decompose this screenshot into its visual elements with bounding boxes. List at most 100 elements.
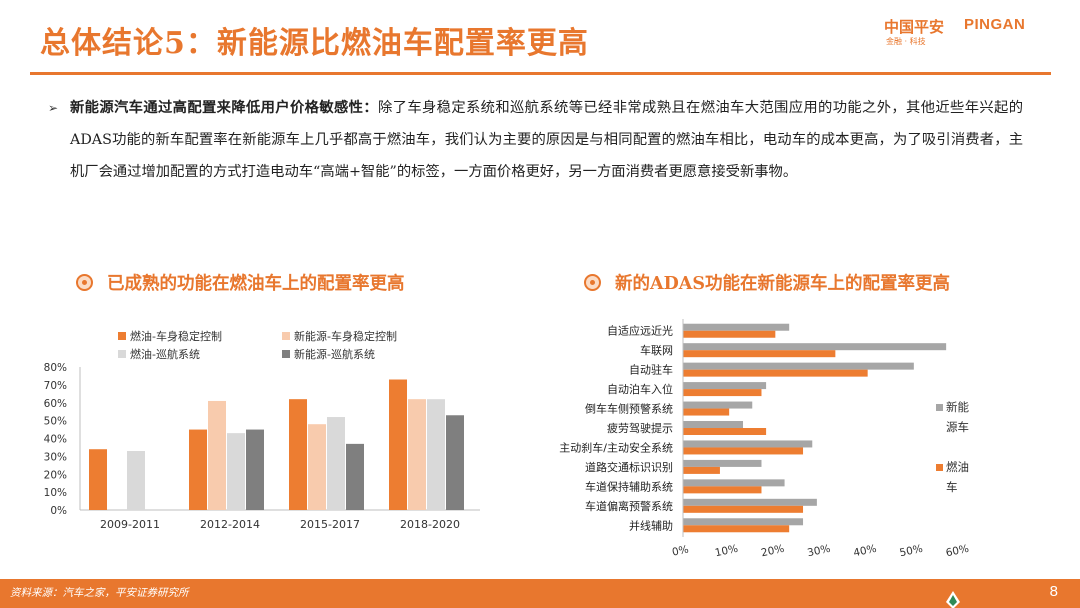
ring-bullet-icon xyxy=(76,274,93,291)
x-tick-label: 2012-2014 xyxy=(200,518,260,531)
bar xyxy=(289,399,307,510)
summary-paragraph: ➢ 新能源汽车通过高配置来降低用户价格敏感性：除了车身稳定系统和巡航系统等已经非… xyxy=(48,93,1023,188)
category-label: 并线辅助 xyxy=(629,518,673,532)
y-tick-label: 70% xyxy=(44,380,67,392)
bar xyxy=(127,451,145,510)
bar xyxy=(208,400,226,510)
pingan-logo: 中国平安 PINGAN 金融 · 科技 xyxy=(884,16,1052,46)
legend-label: 燃油-车身稳定控制 xyxy=(130,329,222,343)
x-tick-label: 10% xyxy=(714,543,739,560)
category-label: 车联网 xyxy=(640,343,673,357)
bar xyxy=(683,408,730,416)
bar xyxy=(246,429,264,510)
legend-label: 新能源车 xyxy=(946,400,969,434)
bar xyxy=(683,466,720,474)
x-tick-label: 20% xyxy=(760,543,785,560)
bar xyxy=(683,459,762,467)
summary-text: 新能源汽车通过高配置来降低用户价格敏感性：除了车身稳定系统和巡航系统等已经非常成… xyxy=(70,93,1023,188)
x-tick-label: 50% xyxy=(899,543,924,560)
y-tick-label: 30% xyxy=(44,451,67,463)
bar xyxy=(683,389,762,397)
mature-features-chart: 0% 10% 20% 30% 40% 50% 60% 70% 80% 2009-2011 2012-… xyxy=(44,329,480,531)
source-note: 资料来源：汽车之家，平安证券研究所 xyxy=(10,587,189,599)
legend-swatch xyxy=(282,350,290,358)
category-label: 自适应远近光 xyxy=(607,324,673,338)
y-tick-label: 50% xyxy=(44,416,67,428)
bar xyxy=(189,429,207,510)
legend-swatch xyxy=(936,404,943,411)
x-tick-label: 2009-2011 xyxy=(100,518,160,531)
bar xyxy=(683,525,790,533)
category-label: 主动刹车/主动安全系统 xyxy=(559,440,673,454)
bar xyxy=(683,323,790,331)
bar xyxy=(89,449,107,510)
bar xyxy=(683,421,744,428)
bar xyxy=(683,330,776,338)
left-chart-heading-text: 已成熟的功能在燃油车上的配置率更高 xyxy=(107,274,405,294)
legend-swatch xyxy=(118,332,126,340)
bar xyxy=(683,505,804,513)
bar xyxy=(683,401,753,409)
legend-label-line: 源车 xyxy=(946,420,969,434)
category-label: 道路交通标识识别 xyxy=(585,460,673,474)
summary-lead: 新能源汽车通过高配置来降低用户价格敏感性： xyxy=(70,100,379,116)
legend-label-line: 燃油 xyxy=(946,460,969,474)
ring-bullet-icon xyxy=(584,274,601,291)
bar xyxy=(683,350,836,358)
summary-body: 除了车身稳定系统和巡航系统等已经非常成熟且在燃油车大范围应用的功能之外，其他近些… xyxy=(70,100,1023,180)
bar xyxy=(683,369,868,377)
page-title: 总体结论5：新能源比燃油车配置率更高 xyxy=(40,26,589,61)
x-tick-label: 0% xyxy=(671,543,690,558)
logo-tagline: 金融 · 科技 xyxy=(886,37,926,46)
legend-label: 新能源-巡航系统 xyxy=(294,347,375,361)
bar xyxy=(308,424,326,510)
page-number: 8 xyxy=(1049,583,1058,600)
logo-en-text: PINGAN xyxy=(964,16,1026,33)
bar xyxy=(683,518,804,526)
bar xyxy=(346,443,364,510)
y-tick-label: 40% xyxy=(44,434,67,446)
legend-label: 燃油车 xyxy=(946,460,969,494)
bar xyxy=(683,486,762,494)
legend-label: 燃油-巡航系统 xyxy=(130,347,200,361)
y-tick-label: 80% xyxy=(44,362,67,374)
legend-swatch xyxy=(936,464,943,471)
bar xyxy=(446,415,464,510)
footer-bar: 资料来源：汽车之家，平安证券研究所 8 xyxy=(0,579,1080,608)
legend-label: 新能源-车身稳定控制 xyxy=(294,329,397,343)
legend-label-line: 车 xyxy=(946,480,958,494)
category-label: 疲劳驾驶提示 xyxy=(607,421,673,435)
category-label: 倒车车侧预警系统 xyxy=(585,402,673,416)
legend-label-line: 新能 xyxy=(946,400,969,414)
category-label: 车道保持辅助系统 xyxy=(585,479,673,493)
y-tick-label: 10% xyxy=(44,487,67,499)
category-label: 自动泊车入位 xyxy=(607,382,673,396)
bar xyxy=(683,343,947,351)
category-label: 自动驻车 xyxy=(629,363,673,377)
left-chart-heading: 已成熟的功能在燃油车上的配置率更高 xyxy=(76,270,405,295)
category-label: 车道偏离预警系统 xyxy=(585,499,673,513)
legend-swatch xyxy=(118,350,126,358)
bar xyxy=(389,379,407,510)
bar xyxy=(683,362,914,370)
bar xyxy=(408,399,426,510)
leaf-icon xyxy=(946,591,960,608)
bar xyxy=(683,428,767,435)
y-tick-label: 60% xyxy=(44,398,67,410)
bar xyxy=(683,498,817,506)
x-tick-label: 2018-2020 xyxy=(400,518,460,531)
y-tick-label: 0% xyxy=(50,505,67,517)
bar xyxy=(683,447,804,455)
bar xyxy=(227,433,245,510)
arrow-bullet-icon: ➢ xyxy=(48,101,59,115)
bar xyxy=(683,382,767,390)
bar xyxy=(327,417,345,510)
x-tick-label: 30% xyxy=(806,543,831,560)
right-chart-heading-text: 新的ADAS功能在新能源车上的配置率更高 xyxy=(615,274,950,294)
y-tick-label: 20% xyxy=(44,469,67,481)
x-tick-label: 60% xyxy=(945,543,970,560)
bar xyxy=(683,440,813,448)
logo-cn-text: 中国平安 xyxy=(884,18,945,36)
bar xyxy=(427,399,445,510)
adas-features-chart: 自适应远近光车联网自动驻车自动泊车入位倒车车侧预警系统疲劳驾驶提示主动刹车/主动… xyxy=(559,319,970,560)
